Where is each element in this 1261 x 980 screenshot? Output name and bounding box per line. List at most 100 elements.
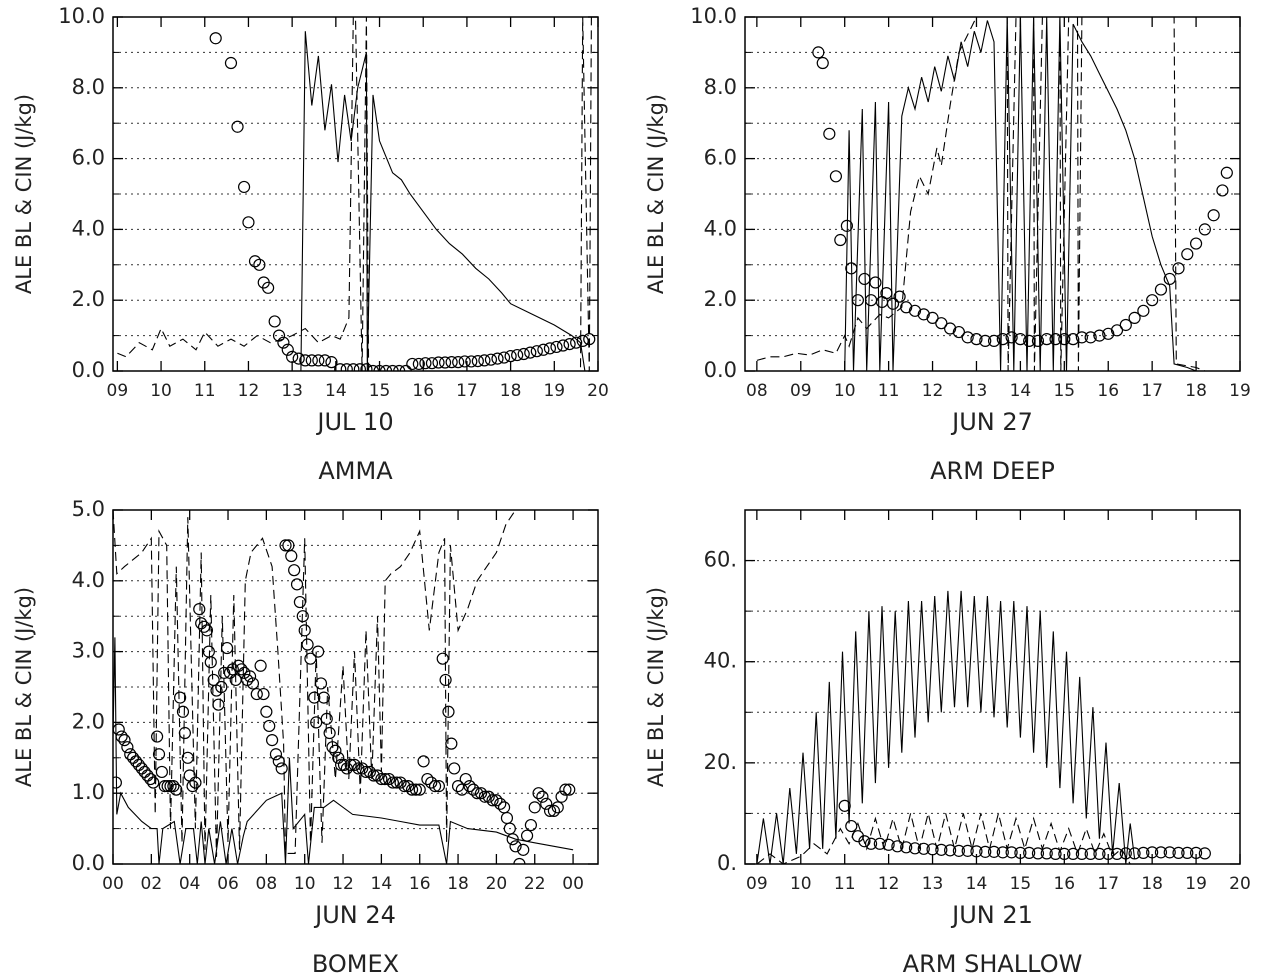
- marker: [1005, 331, 1018, 344]
- marker: [118, 733, 131, 747]
- x-tick-label: 10: [790, 874, 812, 894]
- marker: [412, 357, 425, 371]
- marker: [1172, 846, 1185, 859]
- marker: [243, 670, 257, 683]
- marker: [530, 345, 543, 358]
- marker: [272, 329, 286, 342]
- x-tick-label: 09: [107, 381, 129, 401]
- marker: [394, 776, 407, 789]
- marker: [326, 741, 339, 754]
- marker: [263, 719, 276, 733]
- marker: [262, 281, 275, 294]
- x-tick-label: 14: [1010, 381, 1032, 401]
- y-tick-label: 40.: [704, 649, 737, 673]
- marker: [275, 762, 288, 775]
- marker: [840, 219, 853, 232]
- marker: [1014, 846, 1027, 859]
- x-axis-label: JUL 10: [315, 408, 393, 436]
- marker: [463, 780, 476, 793]
- x-tick-label: 13: [281, 381, 303, 401]
- y-tick-label: 2.0: [704, 287, 737, 311]
- panel: 0.0 1.0 2.0 3.0 4.0 5.0 00 02 04 06 08 10 12 14 16 18 20…: [12, 497, 599, 978]
- x-tick-label: 09: [790, 381, 812, 401]
- marker: [467, 783, 480, 796]
- marker: [459, 772, 472, 786]
- marker: [471, 354, 484, 368]
- marker: [127, 751, 140, 764]
- marker: [1189, 237, 1203, 250]
- marker: [186, 780, 199, 793]
- marker: [1049, 847, 1062, 860]
- marker: [340, 363, 353, 371]
- marker: [935, 843, 948, 856]
- marker: [1207, 209, 1220, 222]
- marker: [478, 354, 491, 367]
- marker: [138, 765, 151, 779]
- marker: [970, 333, 983, 346]
- plot-frame: [744, 509, 1241, 865]
- dashed-line: [117, 17, 598, 371]
- marker: [1172, 262, 1185, 275]
- marker: [511, 348, 524, 362]
- x-tick-label: 20: [486, 874, 508, 894]
- marker: [471, 787, 484, 800]
- y-tick-label: 0.0: [704, 358, 737, 382]
- marker: [329, 744, 342, 757]
- marker: [543, 804, 557, 818]
- marker: [141, 769, 154, 782]
- marker: [398, 780, 411, 793]
- marker: [1119, 847, 1132, 860]
- marker: [250, 687, 263, 701]
- plot-area: [756, 17, 1233, 371]
- marker: [292, 352, 305, 365]
- marker: [465, 355, 478, 368]
- marker: [170, 783, 183, 796]
- marker: [1110, 847, 1124, 860]
- marker: [917, 308, 930, 321]
- y-tick-label: 2.0: [72, 287, 105, 311]
- marker: [486, 794, 499, 807]
- marker: [1198, 223, 1211, 236]
- x-axis-label: JUN 27: [950, 408, 1033, 436]
- marker: [559, 783, 572, 796]
- marker: [812, 46, 825, 59]
- marker: [176, 705, 190, 718]
- marker: [325, 356, 338, 369]
- marker: [375, 772, 388, 786]
- marker: [299, 354, 312, 367]
- marker: [314, 677, 328, 690]
- solid-line: [756, 590, 1136, 864]
- marker: [129, 755, 143, 768]
- marker: [248, 255, 262, 268]
- marker: [215, 680, 228, 694]
- marker: [277, 336, 290, 349]
- marker: [935, 317, 948, 330]
- marker: [583, 333, 596, 346]
- marker: [425, 776, 438, 789]
- marker: [1075, 847, 1088, 860]
- marker: [944, 322, 957, 335]
- x-tick-label: 09: [746, 874, 768, 894]
- marker: [1181, 248, 1194, 261]
- marker: [279, 539, 292, 552]
- y-axis-label: ALE BL & CIN (J/kg): [644, 587, 668, 787]
- marker: [432, 780, 445, 793]
- marker: [547, 804, 561, 818]
- marker: [858, 835, 871, 848]
- marker: [543, 342, 557, 355]
- marker: [979, 334, 992, 348]
- x-axis-label: JUN 21: [950, 901, 1033, 929]
- marker: [500, 811, 514, 825]
- marker: [150, 730, 164, 743]
- marker: [113, 723, 125, 736]
- marker: [873, 837, 886, 850]
- x-tick-label: 12: [332, 874, 354, 894]
- marker: [1146, 846, 1159, 859]
- marker: [458, 355, 471, 368]
- marker: [1031, 334, 1045, 348]
- marker: [1093, 847, 1106, 860]
- marker: [1102, 327, 1115, 340]
- x-tick-label: 00: [102, 874, 124, 894]
- marker: [851, 294, 864, 307]
- marker: [926, 843, 939, 856]
